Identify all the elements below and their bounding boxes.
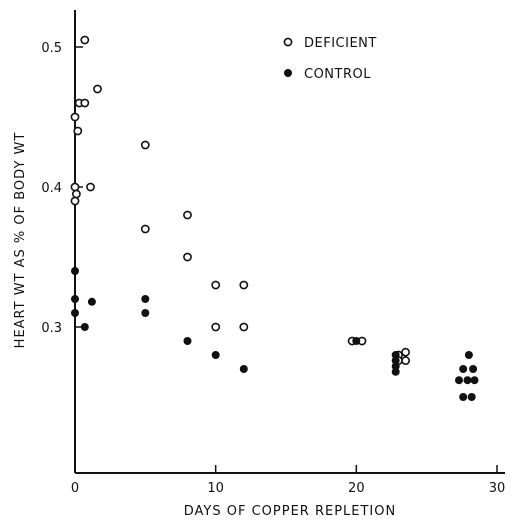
deficient-point — [140, 224, 150, 234]
deficient-point — [80, 35, 90, 45]
deficient-point — [86, 182, 95, 192]
deficient-point — [239, 322, 249, 332]
legend-marker-control — [284, 69, 292, 77]
control-point — [459, 365, 468, 373]
control-point — [464, 351, 473, 359]
x-tick-label: 0 — [71, 481, 79, 496]
control-point — [239, 365, 248, 373]
control-point — [141, 295, 150, 303]
deficient-point — [401, 347, 410, 357]
deficient-point — [140, 140, 150, 150]
series-deficient — [70, 35, 410, 365]
legend-label-control: CONTROL — [304, 67, 371, 82]
control-point — [391, 362, 400, 371]
control-point — [80, 323, 89, 331]
y-tick-label: 0.4 — [41, 181, 62, 196]
control-point — [352, 337, 361, 345]
control-point — [71, 295, 79, 303]
control-point — [71, 267, 79, 275]
control-point — [455, 376, 463, 385]
control-point — [141, 309, 150, 317]
control-point — [463, 376, 472, 385]
x-ticks: 0 10 20 30 — [71, 465, 505, 496]
deficient-point — [73, 126, 83, 136]
deficient-point — [211, 322, 221, 332]
deficient-point — [211, 280, 221, 290]
control-point — [183, 337, 192, 345]
deficient-point — [72, 189, 81, 199]
y-axis-title: HEART WT AS % OF BODY WT — [13, 132, 28, 349]
axes — [74, 10, 505, 474]
deficient-point — [80, 98, 90, 108]
control-point — [467, 393, 476, 401]
y-tick-label: 0.3 — [41, 321, 62, 336]
deficient-point — [183, 252, 192, 262]
control-point — [87, 297, 96, 306]
control-point — [391, 356, 400, 365]
control-point — [459, 393, 468, 401]
deficient-point — [70, 112, 80, 122]
deficient-point — [70, 182, 80, 192]
x-tick-label: 10 — [207, 481, 224, 496]
legend-label-deficient: DEFICIENT — [304, 36, 377, 51]
legend-marker-deficient — [283, 37, 293, 47]
y-tick-label: 0.5 — [41, 41, 62, 56]
series-control — [71, 267, 479, 401]
deficient-point — [93, 84, 102, 94]
x-tick-label: 20 — [348, 481, 365, 496]
deficient-point — [183, 210, 192, 220]
deficient-point — [401, 356, 410, 365]
control-point — [391, 351, 400, 359]
control-point — [71, 309, 79, 317]
deficient-point — [70, 196, 80, 206]
control-point — [211, 351, 220, 359]
control-point — [469, 365, 478, 373]
deficient-point — [239, 280, 249, 290]
control-point — [470, 376, 479, 385]
x-tick-label: 30 — [489, 481, 506, 496]
control-point — [391, 367, 400, 376]
x-axis-title: DAYS OF COPPER REPLETION — [184, 504, 396, 519]
y-ticks: 0.3 0.4 0.5 — [41, 41, 83, 336]
legend: DEFICIENT CONTROL — [283, 36, 377, 82]
